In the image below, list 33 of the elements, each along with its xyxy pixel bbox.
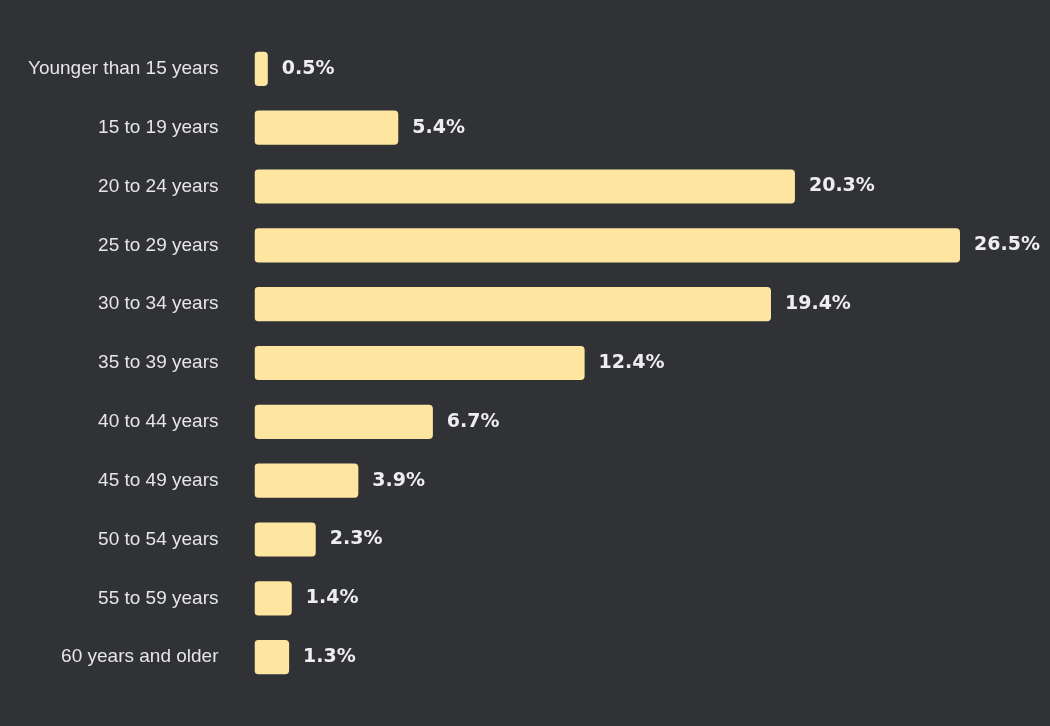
bar [254, 51, 268, 86]
bar [254, 110, 399, 145]
bar [254, 640, 290, 675]
y-tick-label: 45 to 49 years [98, 468, 219, 490]
y-tick-label: 50 to 54 years [98, 527, 219, 549]
y-tick-label: 30 to 34 years [98, 292, 219, 314]
bar [254, 345, 585, 381]
data-label: 5.4% [412, 114, 465, 137]
data-label: 0.5% [281, 55, 335, 78]
bar [254, 522, 316, 557]
data-label: 1.4% [305, 585, 359, 608]
y-tick-label: Younger than 15 years [27, 57, 219, 79]
y-tick-label: 55 to 59 years [98, 586, 219, 608]
data-label: 1.3% [303, 644, 356, 667]
y-tick-label: 20 to 24 years [98, 174, 219, 196]
y-tick-label: 25 to 29 years [98, 233, 219, 255]
bar [254, 463, 359, 498]
y-tick-label: 15 to 19 years [98, 115, 219, 137]
data-label: 20.3% [808, 173, 875, 196]
data-label: 2.3% [329, 526, 383, 549]
y-tick-label: 40 to 44 years [98, 410, 219, 432]
y-tick-label: 35 to 39 years [98, 351, 219, 373]
bar [254, 581, 292, 616]
y-tick-label: 60 years and older [61, 645, 220, 667]
data-label: 19.4% [784, 291, 851, 314]
bar [254, 287, 771, 322]
data-label: 3.9% [372, 467, 426, 490]
bar [254, 404, 433, 439]
bar [254, 169, 795, 204]
bar [254, 228, 960, 263]
data-label: 26.5% [974, 232, 1040, 255]
data-label: 6.7% [446, 408, 500, 431]
data-label: 12.4% [598, 349, 665, 372]
